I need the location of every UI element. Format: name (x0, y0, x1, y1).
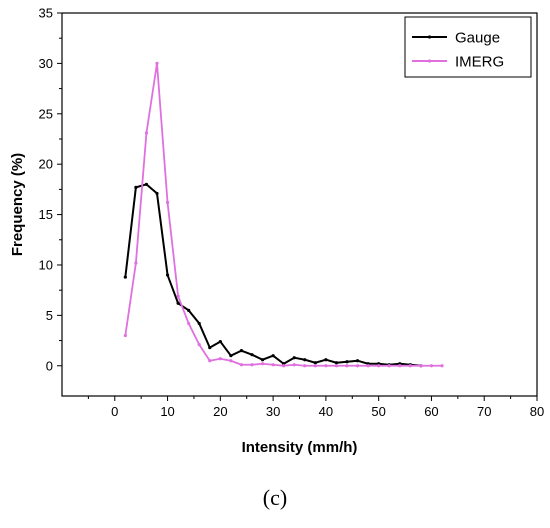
x-tick-label: 10 (160, 404, 174, 419)
data-point-imerg (324, 364, 328, 368)
panel-label: (c) (262, 485, 288, 510)
data-point-imerg (282, 364, 286, 368)
data-point-imerg (387, 364, 391, 368)
data-point-gauge (218, 339, 222, 344)
data-point-imerg (334, 364, 339, 368)
data-point-imerg (260, 362, 265, 366)
data-point-gauge (260, 358, 265, 362)
data-point-gauge (123, 275, 127, 279)
data-point-imerg (398, 364, 402, 368)
data-point-imerg (345, 364, 349, 368)
data-point-gauge (355, 359, 360, 363)
data-point-imerg (208, 359, 212, 363)
data-point-gauge (187, 308, 191, 312)
data-point-gauge (292, 356, 296, 360)
data-point-gauge (303, 358, 307, 362)
x-tick-label: 80 (530, 404, 544, 419)
data-point-gauge (345, 360, 349, 364)
data-point-imerg (313, 364, 317, 368)
data-point-imerg (303, 364, 307, 368)
data-point-imerg (419, 364, 423, 368)
data-point-gauge (197, 321, 201, 326)
data-point-imerg (250, 363, 254, 367)
data-point-imerg (229, 359, 233, 363)
x-tick-label: 0 (111, 404, 118, 419)
legend-marker-gauge (427, 35, 432, 39)
data-point-imerg (197, 342, 201, 347)
data-point-imerg (134, 261, 138, 265)
data-point-imerg (176, 294, 180, 298)
legend: Gauge IMERG (404, 16, 532, 78)
data-point-gauge (155, 191, 159, 196)
y-axis-title: Frequency (%) (9, 153, 26, 256)
axes: 0 10 20 30 40 50 60 70 80 0 5 10 15 20 25 30 35 (39, 6, 545, 420)
x-tick-label: 30 (266, 404, 280, 419)
data-point-gauge (144, 182, 149, 186)
data-point-imerg (366, 364, 370, 368)
data-point-gauge (334, 361, 339, 365)
data-point-imerg (187, 321, 191, 326)
data-point-imerg (355, 364, 360, 368)
legend-label-imerg: IMERG (455, 54, 504, 71)
legend-marker-imerg (427, 59, 432, 63)
data-point-imerg (408, 364, 412, 368)
y-tick-label: 15 (39, 207, 53, 222)
data-point-gauge (229, 354, 233, 358)
data-point-gauge (271, 354, 275, 358)
data-point-imerg (429, 364, 434, 368)
series-imerg (123, 61, 444, 368)
data-point-gauge (239, 349, 244, 353)
x-tick-label: 60 (424, 404, 438, 419)
data-point-imerg (144, 131, 149, 135)
data-point-imerg (165, 200, 170, 205)
data-point-gauge (313, 361, 317, 365)
data-point-gauge (134, 185, 138, 189)
legend-label-gauge: Gauge (455, 30, 500, 47)
data-point-gauge (176, 301, 180, 305)
data-point-imerg (271, 363, 275, 367)
data-point-imerg (155, 61, 159, 65)
x-tick-label: 40 (319, 404, 333, 419)
x-tick-label: 50 (371, 404, 385, 419)
y-tick-label: 30 (39, 56, 53, 71)
data-point-gauge (250, 353, 254, 357)
data-point-imerg (218, 357, 222, 361)
y-tick-label: 25 (39, 106, 53, 121)
x-tick-label: 70 (477, 404, 491, 419)
x-tick-label: 20 (213, 404, 227, 419)
data-point-gauge (324, 358, 328, 362)
data-point-imerg (292, 363, 296, 367)
series-gauge (123, 182, 423, 368)
data-point-gauge (165, 273, 170, 277)
plot-area (123, 61, 444, 368)
legend-box (404, 16, 532, 78)
data-point-imerg (377, 364, 381, 368)
data-point-imerg (239, 363, 244, 367)
y-tick-label: 5 (46, 308, 53, 323)
y-tick-label: 35 (39, 6, 53, 21)
data-point-gauge (208, 346, 212, 350)
series-line-imerg (124, 62, 442, 367)
series-line-gauge (124, 183, 421, 367)
data-point-imerg (123, 333, 127, 338)
y-tick-label: 20 (39, 157, 53, 172)
x-axis-title: Intensity (mm/h) (242, 439, 358, 456)
y-tick-label: 0 (46, 358, 53, 373)
y-tick-label: 10 (39, 257, 53, 272)
data-point-imerg (440, 364, 444, 368)
